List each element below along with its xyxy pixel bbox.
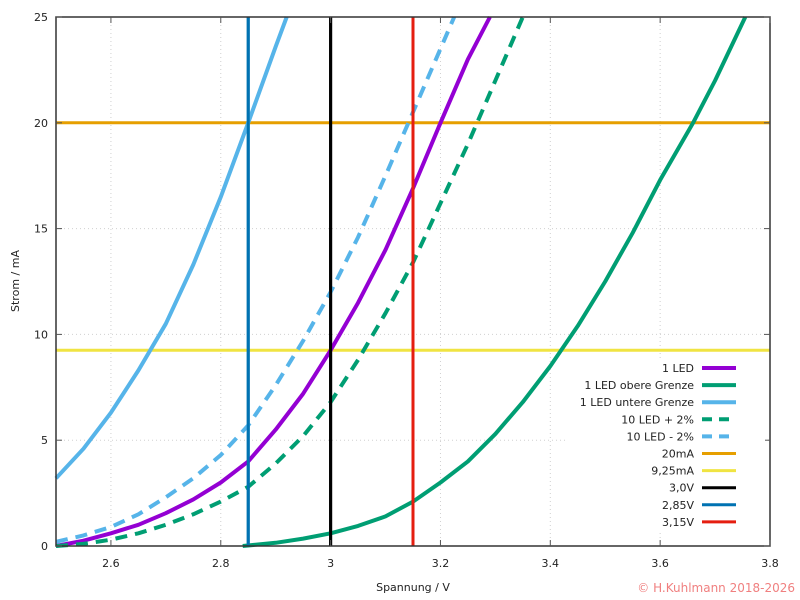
x-tick-label: 2.6 — [102, 557, 120, 570]
curve-10 LED + 2% — [55, 16, 525, 548]
y-tick-label: 20 — [34, 117, 48, 130]
legend-background — [565, 360, 765, 530]
legend-label: 20mA — [662, 448, 695, 461]
legend-label: 9,25mA — [651, 465, 694, 478]
plot-frame — [55, 16, 771, 547]
legend-label: 2,85V — [662, 499, 694, 512]
y-tick-label: 0 — [41, 540, 48, 553]
legend: 1 LED 1 LED obere Grenze 1 LED untere Gren… — [565, 360, 765, 530]
x-tick-label: 2.8 — [212, 557, 230, 570]
axis-ticks: 2.6 2.8 3 3.2 3.4 3.6 3.8 0 5 10 15 20 25 — [34, 11, 779, 570]
y-tick-label: 15 — [34, 223, 48, 236]
legend-label: 10 LED - 2% — [627, 430, 694, 443]
curve-1 LED untere Grenze — [54, 16, 289, 480]
legend-label: 3,15V — [662, 516, 694, 529]
legend-label: 1 LED — [662, 362, 694, 375]
x-tick-label: 3 — [327, 557, 334, 570]
x-tick-label: 3.4 — [542, 557, 560, 570]
x-tick-label: 3.2 — [432, 557, 450, 570]
legend-label: 1 LED obere Grenze — [584, 379, 694, 392]
x-tick-label: 3.6 — [651, 557, 669, 570]
y-tick-label: 10 — [34, 328, 48, 341]
curve-1 LED — [55, 16, 492, 548]
data-curves — [54, 16, 748, 548]
legend-label: 10 LED + 2% — [621, 413, 694, 426]
copyright-notice: © H.Kuhlmann 2018-2026 — [637, 581, 795, 595]
y-tick-label: 25 — [34, 11, 48, 24]
y-tick-label: 5 — [41, 434, 48, 447]
legend-label: 3,0V — [669, 482, 694, 495]
x-axis-label: Spannung / V — [376, 581, 450, 594]
x-tick-label: 3.8 — [761, 557, 779, 570]
curve-10 LED - 2% — [55, 16, 457, 544]
legend-label: 1 LED untere Grenze — [580, 396, 694, 409]
y-axis-label: Strom / mA — [9, 250, 22, 312]
